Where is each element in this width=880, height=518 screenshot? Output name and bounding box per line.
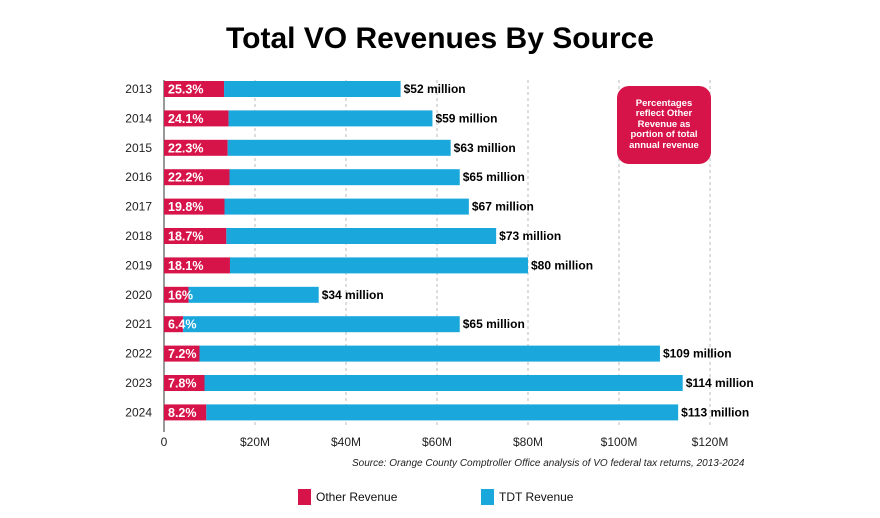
bar-tdt-revenue xyxy=(226,228,497,244)
bar-tdt-revenue xyxy=(229,169,460,186)
total-label: $109 million xyxy=(663,347,732,361)
total-label: $65 million xyxy=(463,317,525,331)
x-tick-label: $60M xyxy=(422,435,452,449)
total-label: $34 million xyxy=(322,288,384,302)
percent-label: 22.2% xyxy=(168,171,203,185)
total-label: $52 million xyxy=(404,82,466,96)
legend-label-other: Other Revenue xyxy=(316,490,398,504)
bar-other-revenue xyxy=(164,139,228,156)
total-label: $73 million xyxy=(499,229,561,243)
bar-other-revenue xyxy=(164,198,225,215)
bar-other-revenue xyxy=(164,110,229,127)
percent-label: 25.3% xyxy=(168,83,203,97)
total-label: $63 million xyxy=(454,141,516,155)
legend-swatch-tdt xyxy=(481,489,494,505)
x-tick-label: $120M xyxy=(692,435,729,449)
bar-tdt-revenue xyxy=(227,139,451,156)
percent-label: 8.2% xyxy=(168,406,197,420)
bar-tdt-revenue xyxy=(183,316,460,333)
bar-tdt-revenue xyxy=(204,375,683,391)
year-label: 2023 xyxy=(125,376,152,390)
x-tick-label: $20M xyxy=(240,435,270,449)
x-axis-ticks: 0 $20M $40M $60M $80M $100M $120M xyxy=(161,435,729,449)
percent-label: 18.7% xyxy=(168,230,203,244)
percent-label: 7.8% xyxy=(168,377,197,391)
legend-other: Other Revenue xyxy=(298,489,397,505)
total-label: $80 million xyxy=(531,258,593,272)
x-tick-label: $100M xyxy=(601,435,638,449)
bar-other-revenue xyxy=(164,81,225,97)
bars xyxy=(164,81,683,421)
chart-title: Total VO Revenues By Source xyxy=(226,22,654,55)
total-label: $113 million xyxy=(681,405,749,419)
year-label: 2014 xyxy=(125,111,152,125)
bar-other-revenue xyxy=(164,286,189,303)
year-label: 2016 xyxy=(125,170,152,184)
percent-label: 16% xyxy=(168,288,193,302)
bar-other-revenue xyxy=(164,316,184,333)
percent-label: 24.1% xyxy=(168,112,203,126)
legend-label-tdt: TDT Revenue xyxy=(499,490,574,504)
gridlines xyxy=(163,80,711,432)
bar-tdt-revenue xyxy=(188,286,319,303)
percent-label: 7.2% xyxy=(168,347,197,361)
bar-other-revenue xyxy=(164,375,205,391)
annotation-box: Percentages reflect Other Revenue as por… xyxy=(617,86,711,164)
x-tick-label: $80M xyxy=(513,435,543,449)
total-label: $65 million xyxy=(463,170,525,184)
x-tick-label: 0 xyxy=(161,435,168,449)
year-label: 2017 xyxy=(125,200,152,214)
percent-label: 6.4% xyxy=(168,318,197,332)
bar-tdt-revenue xyxy=(199,345,660,362)
bar-tdt-revenue xyxy=(224,198,469,215)
total-label: $59 million xyxy=(435,111,497,125)
percent-label: 19.8% xyxy=(168,200,203,214)
year-label: 2024 xyxy=(125,405,152,419)
bar-tdt-revenue xyxy=(228,110,433,127)
legend-swatch-other xyxy=(298,489,311,505)
year-label: 2018 xyxy=(125,229,152,243)
source-note: Source: Orange County Comptroller Office… xyxy=(352,458,745,469)
labels: 2013 25.3% $52 million 2014 24.1% $59 million… xyxy=(125,82,753,420)
year-label: 2015 xyxy=(125,141,152,155)
bar-tdt-revenue xyxy=(206,404,679,421)
year-label: 2021 xyxy=(125,317,152,331)
year-label: 2019 xyxy=(125,258,152,272)
x-tick-label: $40M xyxy=(331,435,361,449)
bar-tdt-revenue xyxy=(224,81,401,97)
total-label: $114 million xyxy=(686,376,754,390)
percent-label: 18.1% xyxy=(168,259,203,273)
year-label: 2013 xyxy=(125,82,152,96)
bar-other-revenue xyxy=(164,404,207,421)
bar-other-revenue xyxy=(164,345,200,362)
percent-label: 22.3% xyxy=(168,141,203,155)
bar-other-revenue xyxy=(164,257,230,274)
legend-tdt: TDT Revenue xyxy=(481,489,573,505)
year-label: 2020 xyxy=(125,288,152,302)
total-label: $67 million xyxy=(472,200,534,214)
year-label: 2022 xyxy=(125,347,152,361)
bar-other-revenue xyxy=(164,228,227,244)
bar-other-revenue xyxy=(164,169,230,186)
bar-tdt-revenue xyxy=(229,257,528,274)
